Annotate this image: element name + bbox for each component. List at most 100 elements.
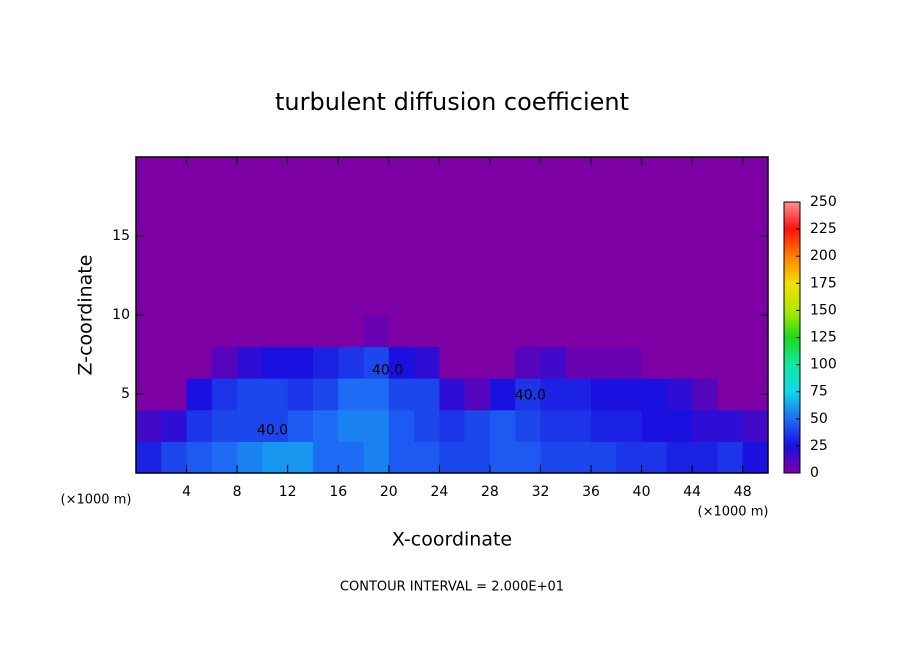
heat-cell — [464, 315, 491, 348]
heat-cell — [414, 157, 440, 316]
heat-cell — [540, 378, 567, 411]
x-tick-label: 40 — [633, 484, 651, 500]
heat-cell — [262, 157, 289, 316]
heat-cell — [161, 409, 188, 442]
heat-cell — [388, 378, 415, 411]
heat-cell — [717, 346, 744, 379]
heat-cell — [489, 157, 516, 316]
heat-cell — [742, 315, 769, 348]
heat-cell — [742, 441, 769, 474]
heat-cell — [186, 346, 213, 379]
heat-cell — [136, 346, 162, 379]
heat-cell — [388, 441, 415, 474]
heat-cell — [186, 315, 213, 348]
heat-cell — [666, 378, 693, 411]
heat-cell — [565, 409, 592, 442]
heat-cell — [186, 378, 213, 411]
heat-cell — [540, 441, 567, 474]
heat-cell — [414, 409, 440, 442]
heat-cell — [489, 409, 516, 442]
x-tick-label: 12 — [279, 484, 297, 500]
heat-cell — [489, 346, 516, 379]
heat-cell — [363, 441, 390, 474]
heat-cell — [237, 157, 263, 316]
heat-cell — [616, 157, 643, 316]
heat-cell — [692, 157, 718, 316]
heat-cell — [363, 315, 390, 348]
colorbar-tick-label: 200 — [810, 248, 837, 264]
colorbar-tick-label: 150 — [810, 302, 837, 318]
contour-label: 40.0 — [515, 388, 546, 404]
heat-cell — [641, 315, 668, 348]
x-tick-label: 4 — [182, 484, 191, 500]
heat-cell — [489, 315, 516, 348]
heat-cell — [414, 441, 440, 474]
heat-cell — [666, 441, 693, 474]
heat-cell — [414, 346, 440, 379]
heat-cell — [439, 157, 466, 316]
heat-cell — [591, 346, 617, 379]
x-axis-label: X-coordinate — [392, 529, 512, 551]
heat-cell — [414, 378, 440, 411]
heat-cell — [338, 315, 365, 348]
heat-cell — [312, 441, 339, 474]
heat-cell — [439, 346, 466, 379]
heat-cell — [666, 157, 693, 316]
heat-cell — [312, 315, 339, 348]
x-tick-label: 24 — [430, 484, 448, 500]
heat-cell — [717, 378, 744, 411]
colorbar-tick-label: 250 — [810, 194, 837, 210]
heat-cell — [136, 409, 162, 442]
heat-cell — [666, 346, 693, 379]
heat-cell — [565, 157, 592, 316]
y-axis-label: Z-coordinate — [75, 255, 97, 376]
heat-cell — [717, 441, 744, 474]
heat-cell — [692, 346, 718, 379]
heat-cell — [616, 315, 643, 348]
heat-cell — [338, 441, 365, 474]
footer: CONTOUR INTERVAL = 2.000E+01 — [340, 580, 564, 595]
heat-cell — [666, 409, 693, 442]
heat-cell — [641, 378, 668, 411]
heat-cell — [717, 409, 744, 442]
heat-cell — [363, 346, 390, 379]
heat-cell — [312, 409, 339, 442]
heat-cell — [464, 441, 491, 474]
heat-cell — [287, 441, 314, 474]
heat-cell — [591, 157, 617, 316]
heat-cell — [464, 157, 491, 316]
x-unit: (×1000 m) — [698, 505, 769, 520]
heat-cell — [641, 157, 668, 316]
colorbar-tick-label: 75 — [810, 384, 828, 400]
heat-cell — [742, 409, 769, 442]
x-tick-label: 44 — [683, 484, 701, 500]
heat-cell — [464, 409, 491, 442]
y-tick-label: 5 — [121, 386, 130, 402]
heat-cell — [363, 157, 390, 316]
heat-cell — [237, 409, 263, 442]
heat-cell — [515, 441, 541, 474]
heat-cell — [136, 315, 162, 348]
heat-cell — [388, 409, 415, 442]
heat-cell — [186, 409, 213, 442]
x-tick-label: 28 — [481, 484, 499, 500]
heat-cell — [363, 409, 390, 442]
heat-cell — [211, 441, 238, 474]
heat-cell — [161, 157, 188, 316]
heat-cell — [262, 346, 289, 379]
heat-cell — [565, 315, 592, 348]
heat-cell — [515, 157, 541, 316]
heat-cell — [363, 378, 390, 411]
heat-cell — [211, 346, 238, 379]
heat-cell — [388, 346, 415, 379]
heat-cell — [262, 315, 289, 348]
heat-cell — [312, 346, 339, 379]
heat-cell — [312, 378, 339, 411]
y-tick-label: 15 — [112, 228, 130, 244]
heat-cell — [464, 378, 491, 411]
heat-cell — [287, 409, 314, 442]
x-tick-label: 48 — [734, 484, 752, 500]
heat-cell — [515, 346, 541, 379]
heat-cell — [616, 441, 643, 474]
heat-cell — [515, 409, 541, 442]
